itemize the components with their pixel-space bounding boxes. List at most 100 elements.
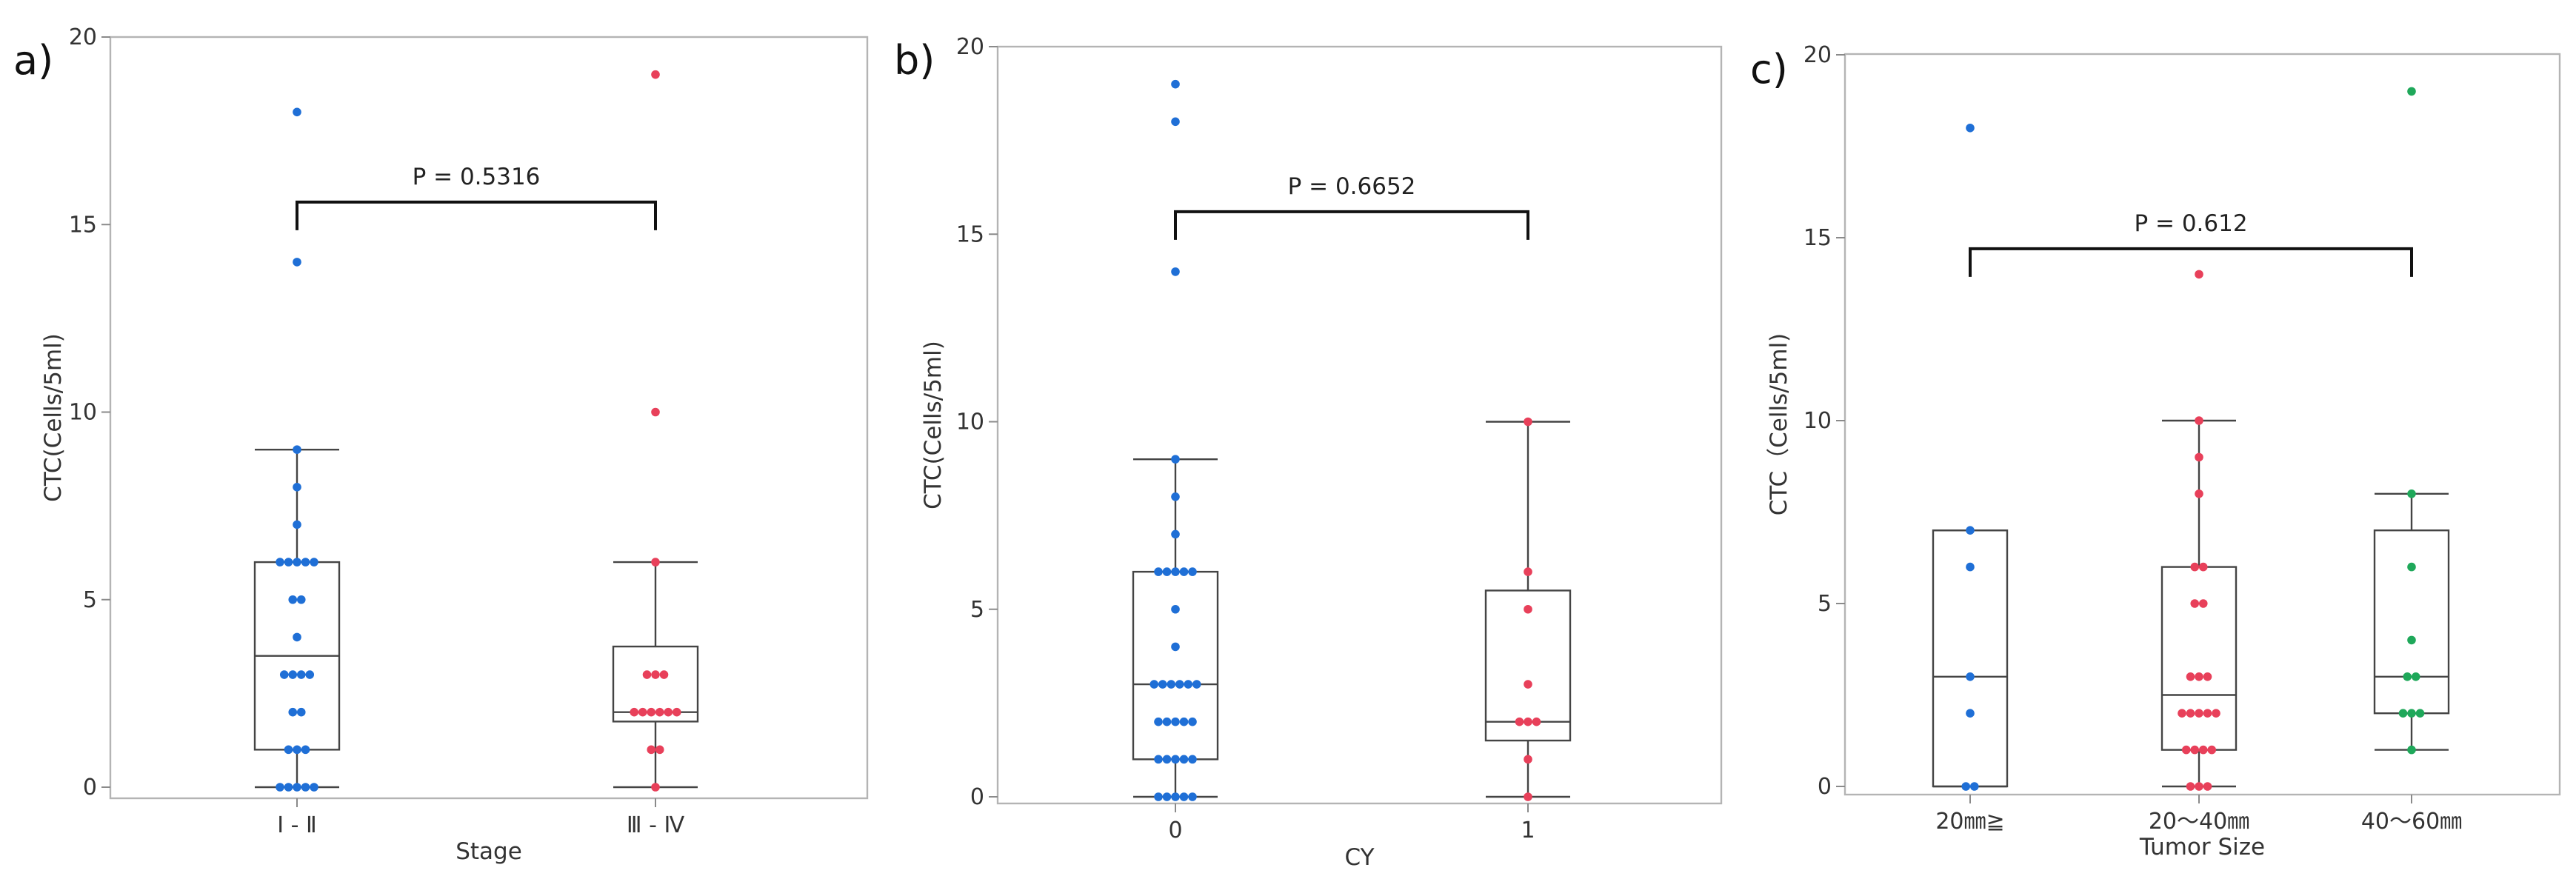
series-group: [253, 107, 341, 792]
x-tick-label: Ⅲ - Ⅳ: [627, 812, 685, 838]
y-tick-label: 5: [1818, 591, 1832, 617]
data-point: [2212, 709, 2220, 718]
data-point: [1179, 717, 1189, 726]
data-point: [1524, 604, 1532, 614]
series-group: [1132, 79, 1219, 801]
data-point: [1171, 117, 1180, 127]
plot-frame: [1843, 53, 2561, 796]
y-tick-label: 0: [83, 775, 97, 801]
data-point: [1966, 562, 1975, 572]
data-point: [2203, 672, 2212, 681]
data-point: [1188, 755, 1197, 764]
data-point: [2195, 709, 2203, 718]
data-point: [630, 707, 639, 717]
data-point: [638, 707, 647, 717]
data-point: [2178, 709, 2186, 718]
data-point: [293, 745, 301, 755]
x-axis-title: CY: [1344, 844, 1374, 871]
y-tick-label: 10: [69, 400, 97, 426]
data-point: [2203, 782, 2212, 791]
x-tick-label: 1: [1521, 818, 1535, 843]
data-point: [1184, 680, 1193, 689]
data-point: [2195, 489, 2203, 498]
data-point: [296, 707, 306, 717]
data-point: [647, 707, 656, 717]
x-tick-label: 40～60㎜: [2361, 809, 2462, 835]
data-point: [1171, 642, 1180, 652]
x-tick-label: 20～40㎜: [2149, 809, 2249, 835]
iqr-box: [612, 645, 699, 723]
data-point: [293, 483, 301, 492]
y-tick-label: 0: [1818, 774, 1832, 800]
data-point: [655, 745, 664, 755]
panel-label: c): [1750, 46, 1788, 93]
panel-c: 0 5 10 15 20 20㎜≧ 20～40㎜ 40～60㎜ Tumor Size CTC（Ce…: [1750, 42, 2561, 860]
data-point: [293, 520, 301, 529]
series-group: [1932, 124, 2009, 791]
data-point: [2203, 709, 2212, 718]
data-point: [1154, 567, 1163, 576]
data-point: [2198, 599, 2208, 608]
data-point: [2186, 709, 2195, 718]
data-point: [1524, 717, 1532, 726]
significance-bracket: [1969, 247, 2413, 277]
data-point: [2403, 672, 2412, 681]
data-point: [647, 745, 656, 755]
data-point: [1149, 680, 1159, 689]
data-point: [296, 595, 306, 604]
y-tick-label: 5: [83, 587, 97, 613]
data-point: [2198, 562, 2208, 572]
x-axis-title: Stage: [456, 838, 522, 865]
data-point: [1961, 782, 1971, 791]
y-axis-title: CTC(Cells/5ml): [40, 333, 67, 502]
data-point: [293, 258, 301, 267]
data-point: [1524, 567, 1532, 576]
data-point: [651, 407, 660, 417]
data-point: [2190, 562, 2200, 572]
plot-frame: [996, 45, 1723, 805]
x-tick-label: 0: [1168, 818, 1182, 843]
data-point: [1175, 680, 1184, 689]
p-value-label: P = 0.5316: [413, 164, 541, 190]
panel-label: b): [894, 37, 935, 84]
data-point: [1966, 672, 1975, 681]
data-point: [2411, 672, 2420, 681]
data-point: [1171, 529, 1180, 539]
y-axis-title: CTC（Cells/5ml): [1766, 333, 1792, 516]
data-point: [1162, 717, 1172, 726]
panel-a: 0 5 10 15 20 Ⅰ - Ⅱ Ⅲ - Ⅳ Stage CTC(Cells/5ml) a) P…: [13, 24, 869, 865]
data-point: [1154, 755, 1163, 764]
y-tick-label: 0: [970, 784, 984, 810]
panel-label: a): [13, 37, 53, 84]
data-point: [1162, 755, 1172, 764]
data-point: [2415, 709, 2425, 718]
data-point: [1188, 792, 1197, 801]
series-group: [612, 70, 699, 792]
y-tick-label: 10: [956, 410, 984, 435]
significance-bracket: [296, 200, 657, 230]
data-point: [310, 558, 318, 566]
data-point: [2407, 562, 2416, 572]
data-point: [310, 783, 318, 792]
y-tick-label: 15: [956, 221, 984, 247]
data-point: [1154, 792, 1163, 801]
data-point: [276, 558, 284, 566]
data-point: [2407, 87, 2416, 96]
data-point: [2407, 635, 2416, 645]
data-point: [2407, 709, 2416, 718]
data-point: [284, 783, 293, 792]
data-point: [642, 670, 652, 679]
data-point: [276, 783, 284, 792]
data-point: [1171, 492, 1180, 501]
data-point: [2195, 416, 2203, 425]
data-point: [2181, 745, 2191, 755]
data-point: [2186, 782, 2195, 791]
series-group: [2160, 270, 2238, 791]
data-point: [288, 707, 298, 717]
data-point: [664, 707, 673, 717]
data-point: [672, 707, 681, 717]
data-point: [1192, 680, 1201, 689]
data-point: [1171, 79, 1180, 89]
data-point: [301, 558, 310, 566]
data-point: [1154, 717, 1163, 726]
